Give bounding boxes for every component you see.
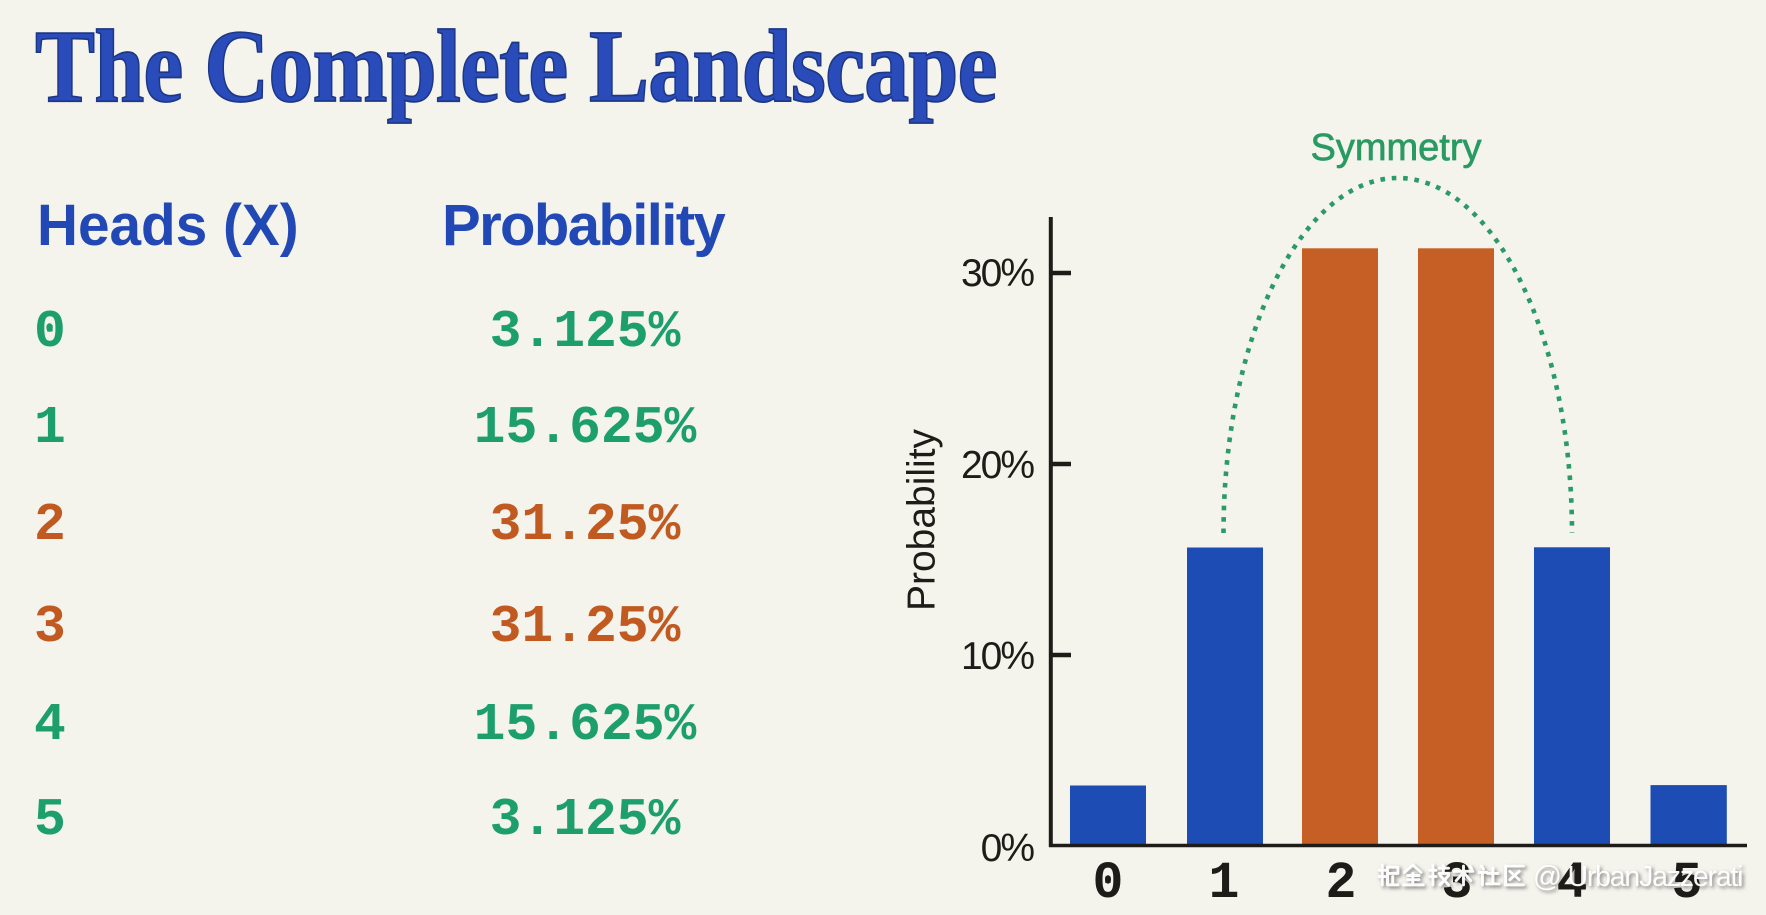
svg-text:20%: 20% <box>961 444 1034 487</box>
svg-text:@ UrbanJazzerati: @ UrbanJazzerati <box>1533 861 1742 893</box>
svg-text:0: 0 <box>1093 855 1124 913</box>
svg-text:0%: 0% <box>981 827 1035 870</box>
svg-text:1: 1 <box>1209 855 1240 913</box>
svg-text:30%: 30% <box>961 252 1034 295</box>
svg-text:Symmetry: Symmetry <box>1311 127 1482 169</box>
svg-text:Probability: Probability <box>901 428 944 611</box>
svg-text:4: 4 <box>1557 855 1588 913</box>
svg-text:10%: 10% <box>961 635 1034 678</box>
svg-text:5: 5 <box>1672 855 1703 913</box>
svg-text:2: 2 <box>1326 855 1357 913</box>
